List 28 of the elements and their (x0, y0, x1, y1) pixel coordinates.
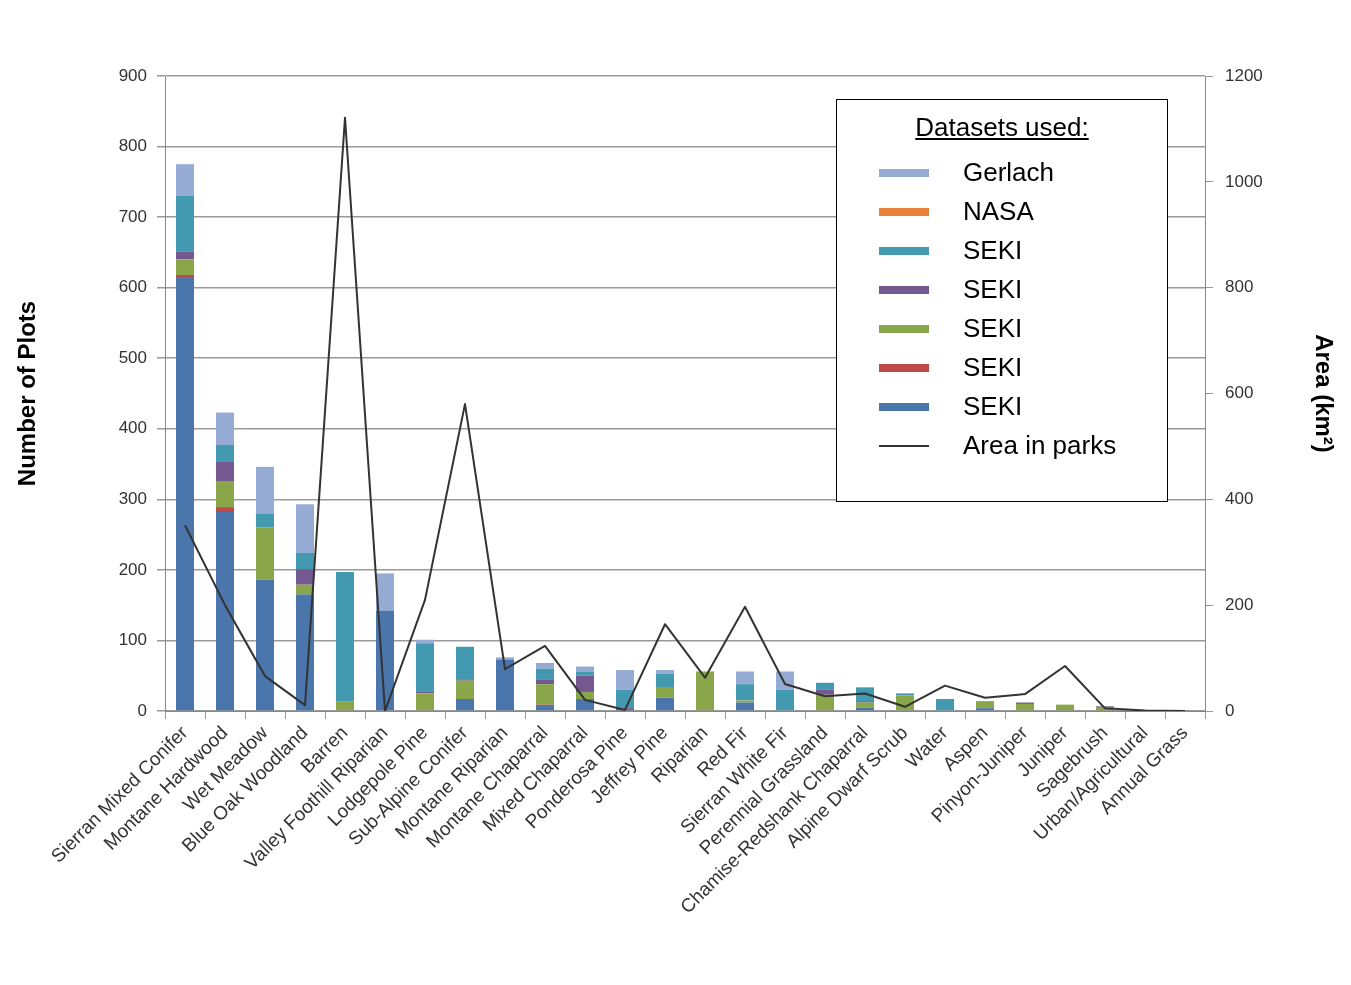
legend-label: Area in parks (963, 430, 1117, 461)
y2-tick-label: 0 (1225, 700, 1235, 720)
y-tick-label: 200 (118, 559, 147, 579)
y2-tick-label: 200 (1225, 594, 1254, 614)
legend-label: SEKI (963, 313, 1023, 344)
y2-tick-label: 600 (1225, 383, 1254, 403)
legend-label: SEKI (963, 274, 1023, 305)
y-tick-label: 800 (118, 136, 147, 156)
legend-label: SEKI (963, 235, 1023, 266)
y2-axis-title: Area (km²) (1310, 334, 1338, 453)
legend-label: SEKI (963, 391, 1023, 422)
y2-tick-label: 800 (1225, 277, 1254, 297)
y-tick-label: 0 (137, 700, 147, 720)
y-tick-label: 300 (118, 489, 147, 509)
y-tick-label: 700 (118, 206, 147, 226)
y-tick-label: 500 (118, 347, 147, 367)
y-axis-title: Number of Plots (13, 300, 41, 487)
y-tick-label: 100 (118, 630, 147, 650)
legend-label: Gerlach (963, 157, 1055, 188)
y2-tick-label: 1200 (1225, 65, 1263, 85)
legend-title: Datasets used: (914, 112, 1090, 143)
y2-tick-label: 1000 (1225, 171, 1263, 191)
y-tick-label: 900 (118, 65, 147, 85)
legend-label: NASA (963, 196, 1034, 227)
y-tick-label: 600 (118, 277, 147, 297)
y2-tick-label: 400 (1225, 489, 1254, 509)
y-tick-label: 400 (118, 418, 147, 438)
legend-label: SEKI (963, 352, 1023, 383)
